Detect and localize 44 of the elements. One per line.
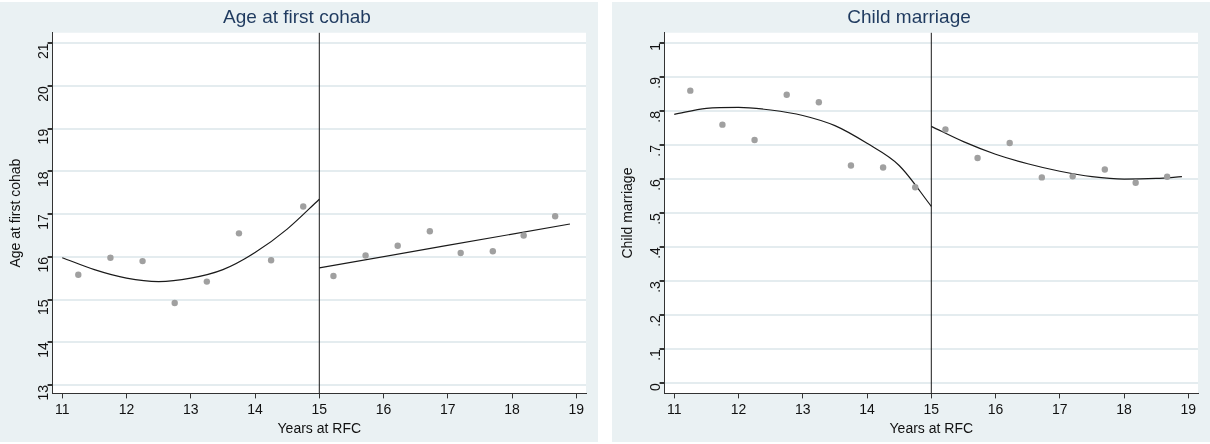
- x-tick-label: 13: [182, 400, 199, 417]
- chart-title: Child marriage: [847, 5, 971, 27]
- x-tick-label: 16: [375, 400, 392, 417]
- y-tick-label: 14: [35, 341, 52, 358]
- x-tick-label: 15: [923, 400, 940, 417]
- x-tick-label: 19: [1180, 400, 1197, 417]
- chart-title: Age at first cohab: [223, 5, 371, 27]
- x-tick-label: 11: [666, 400, 682, 417]
- y-tick-label: .5: [647, 212, 664, 225]
- y-tick-label: .7: [647, 144, 664, 157]
- y-tick-label: 19: [35, 128, 52, 145]
- x-tick-label: 18: [1116, 400, 1133, 417]
- x-tick-label: 12: [118, 400, 135, 417]
- y-tick-label: 20: [35, 85, 52, 102]
- y-tick-label: 21: [35, 43, 52, 60]
- y-tick-label: 1: [647, 42, 664, 51]
- y-tick-label: 18: [35, 171, 52, 188]
- y-axis-title: Child marriage: [619, 167, 636, 259]
- y-tick-label: 15: [35, 299, 52, 316]
- y-tick-label: 17: [35, 213, 52, 230]
- y-tick-label: 0: [647, 382, 664, 391]
- y-tick-label: .2: [647, 314, 664, 327]
- y-tick-label: 16: [35, 256, 52, 273]
- x-tick-label: 17: [1052, 400, 1068, 417]
- y-tick-label: .6: [647, 178, 664, 191]
- x-tick-label: 12: [730, 400, 747, 417]
- y-tick-label: .1: [647, 348, 664, 361]
- x-tick-label: 19: [568, 400, 585, 417]
- x-axis-title: Years at RFC: [277, 420, 362, 437]
- y-tick-label: .9: [647, 76, 664, 89]
- y-tick-label: .3: [647, 280, 664, 293]
- y-tick-label: .8: [647, 110, 664, 123]
- x-tick-label: 17: [440, 400, 456, 417]
- x-tick-label: 18: [504, 400, 521, 417]
- y-tick-label: 13: [35, 384, 52, 401]
- x-tick-label: 16: [987, 400, 1004, 417]
- x-tick-label: 14: [859, 400, 876, 417]
- x-tick-label: 13: [794, 400, 811, 417]
- x-tick-label: 14: [247, 400, 264, 417]
- y-tick-label: .4: [647, 246, 664, 259]
- x-tick-label: 15: [311, 400, 328, 417]
- y-axis-title: Age at first cohab: [7, 158, 24, 268]
- x-axis-title: Years at RFC: [889, 420, 974, 437]
- x-tick-label: 11: [54, 400, 70, 417]
